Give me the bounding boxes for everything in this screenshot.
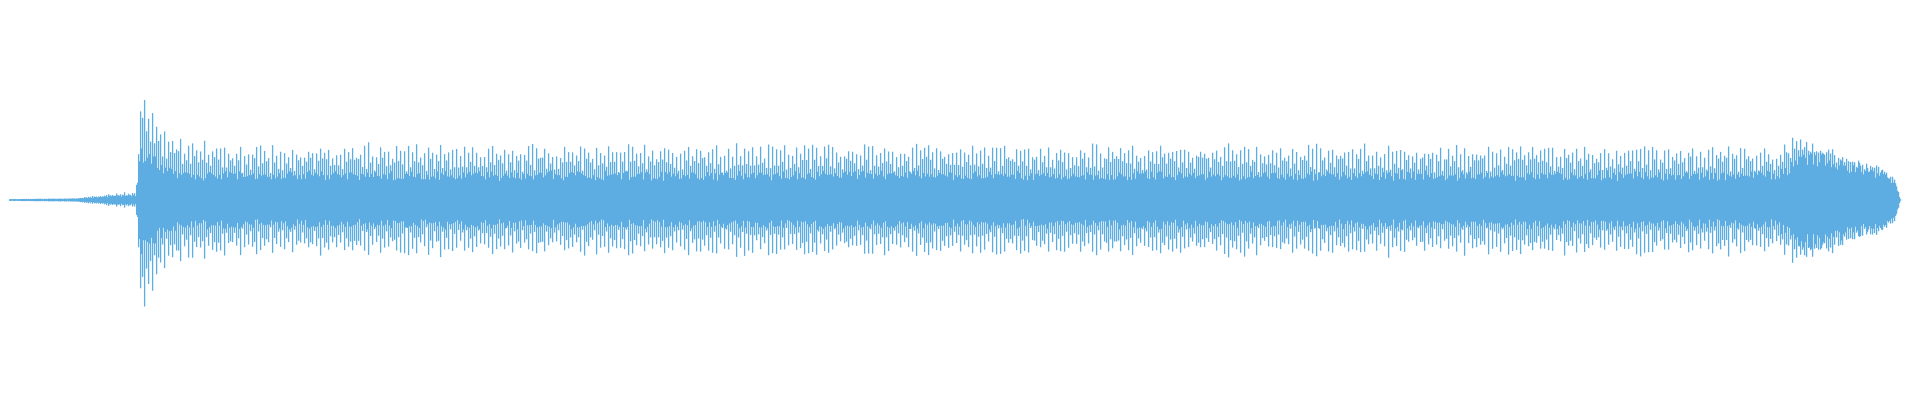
waveform-path [8,100,1902,307]
